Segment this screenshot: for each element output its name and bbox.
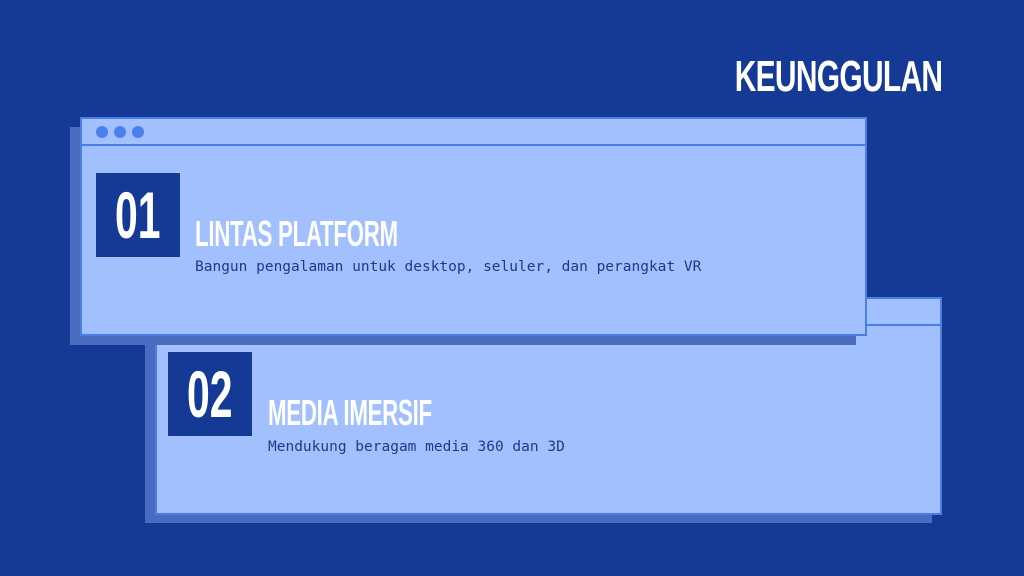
window-dot-icon (96, 126, 108, 138)
page-title: KEUNGGULAN (734, 52, 942, 101)
feature-number-2: 02 (168, 352, 252, 436)
number-text: 01 (115, 178, 161, 252)
feature-number-1: 01 (96, 173, 180, 257)
feature-title-1: LINTAS PLATFORM (195, 213, 398, 254)
feature-description-1: Bangun pengalaman untuk desktop, seluler… (195, 259, 702, 275)
feature-title-2: MEDIA IMERSIF (268, 392, 432, 433)
feature-description-2: Mendukung beragam media 360 dan 3D (268, 439, 565, 455)
window-dot-icon (114, 126, 126, 138)
feature-card-1 (80, 117, 867, 336)
window-title-bar (82, 119, 865, 146)
window-dot-icon (132, 126, 144, 138)
number-text: 02 (187, 357, 233, 431)
